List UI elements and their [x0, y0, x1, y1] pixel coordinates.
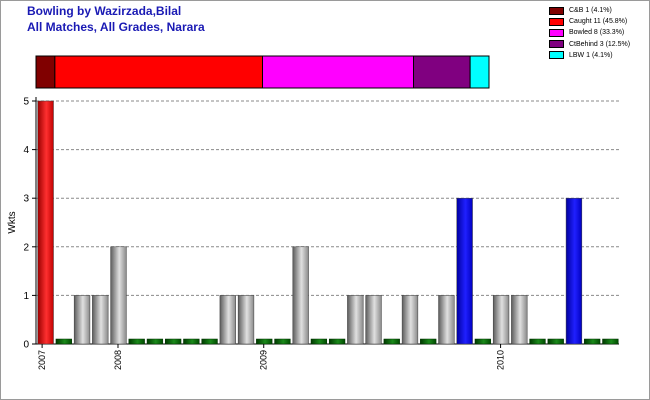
- y-tick-label: 5: [23, 97, 29, 108]
- legend-item: Caught 11 (45.8%): [549, 16, 630, 27]
- bar-grey: [292, 246, 309, 345]
- chart-title: Bowling by Wazirzada,Bilal: [27, 4, 182, 18]
- legend-item: Bowled 8 (33.3%): [549, 27, 630, 38]
- x-tick-label: 2009: [259, 350, 269, 370]
- bar-red: [37, 100, 54, 345]
- x-tick-label: 2010: [496, 350, 506, 370]
- bar-zero: [128, 338, 145, 345]
- stacked-segment-bowled: [262, 55, 414, 89]
- bar-zero: [547, 338, 564, 345]
- bar-grey: [511, 295, 528, 345]
- chart-subtitle: All Matches, All Grades, Narara: [27, 20, 205, 34]
- bar-blue: [565, 197, 583, 345]
- bar-zero: [420, 338, 437, 345]
- legend-item: C&B 1 (4.1%): [549, 5, 630, 16]
- bar-grey: [73, 295, 91, 345]
- legend: C&B 1 (4.1%) Caught 11 (45.8%) Bowled 8 (3…: [549, 5, 630, 61]
- bar-zero: [165, 338, 182, 345]
- y-axis-label: Wkts: [7, 211, 18, 233]
- legend-label: LBW 1 (4.1%): [569, 51, 613, 59]
- bar-zero: [274, 338, 291, 345]
- stacked-segment-cb: [35, 55, 56, 89]
- bar-zero: [310, 338, 328, 345]
- bar-grey: [438, 295, 455, 345]
- bar-zero: [529, 338, 546, 345]
- legend-item: LBW 1 (4.1%): [549, 50, 630, 61]
- bar-grey: [237, 295, 255, 345]
- legend-swatch: [549, 6, 564, 15]
- bar-blue: [456, 197, 473, 345]
- bar-zero: [328, 338, 346, 345]
- bar-zero: [602, 338, 619, 345]
- legend-label: Bowled 8 (33.3%): [569, 29, 625, 37]
- bar-grey: [110, 246, 127, 345]
- legend-swatch: [549, 40, 564, 49]
- y-tick-label: 2: [23, 242, 29, 253]
- legend-swatch: [549, 51, 564, 60]
- bar-grey: [492, 295, 510, 345]
- bar-zero: [55, 338, 72, 345]
- bar-grey: [92, 295, 109, 345]
- legend-swatch: [549, 17, 564, 26]
- bar-zero: [256, 338, 273, 345]
- bar-grey: [401, 295, 419, 345]
- stacked-segment-caught: [54, 55, 263, 89]
- bar-zero: [584, 338, 601, 345]
- legend-label: CtBehind 3 (12.5%): [569, 40, 631, 48]
- x-tick-label: 2008: [113, 350, 123, 370]
- bar-grey: [365, 295, 382, 345]
- bar-zero: [183, 338, 200, 345]
- stacked-segment-ctbehind: [413, 55, 471, 89]
- y-tick-label: 3: [23, 194, 29, 205]
- stacked-segment-lbw: [469, 55, 490, 89]
- y-tick-label: 0: [23, 340, 29, 351]
- y-tick-label: 1: [23, 291, 29, 302]
- y-tick-label: 4: [23, 145, 29, 156]
- bar-zero: [474, 338, 491, 345]
- legend-label: Caught 11 (45.8%): [569, 18, 628, 26]
- bar-grey: [347, 295, 364, 345]
- bar-grey: [219, 295, 236, 345]
- legend-swatch: [549, 28, 564, 37]
- bar-zero: [146, 338, 164, 345]
- legend-label: C&B 1 (4.1%): [569, 7, 612, 15]
- legend-item: CtBehind 3 (12.5%): [549, 39, 630, 50]
- x-tick-label: 2007: [37, 350, 47, 370]
- bar-zero: [383, 338, 400, 345]
- bar-zero: [201, 338, 218, 345]
